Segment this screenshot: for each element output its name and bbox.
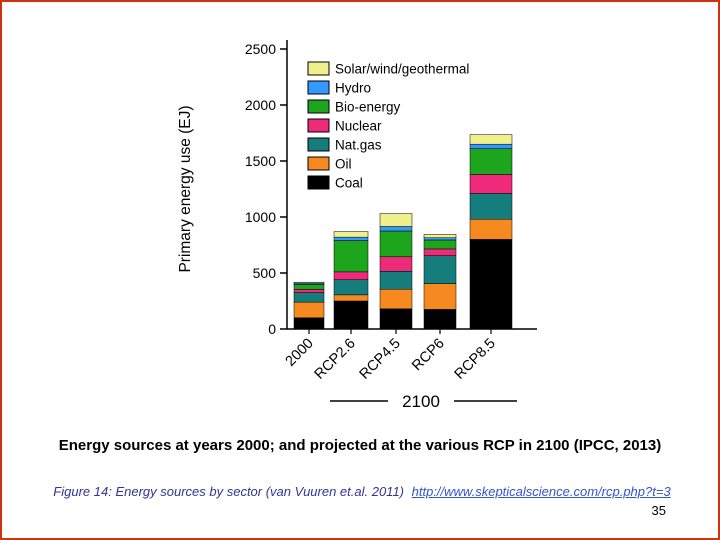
bar-segment xyxy=(333,240,369,273)
y-tick-label: 2000 xyxy=(245,97,276,113)
y-tick-label: 2500 xyxy=(245,41,276,57)
bar-segment xyxy=(469,134,513,145)
bar-segment xyxy=(333,294,369,302)
bar-segment xyxy=(293,292,325,303)
legend-label: Nat.gas xyxy=(335,138,382,153)
y-axis-label: Primary energy use (EJ) xyxy=(177,105,194,272)
bar-segment xyxy=(333,271,369,280)
figure-link[interactable]: http://www.skepticalscience.com/rcp.php?… xyxy=(411,484,671,499)
figure-caption-line: Figure 14: Energy sources by sector (van… xyxy=(16,484,708,499)
legend-swatch xyxy=(307,99,330,114)
bar-segment xyxy=(293,317,325,330)
bar-segment xyxy=(333,300,369,330)
bar-segment xyxy=(379,256,413,272)
legend-label: Coal xyxy=(335,176,363,191)
legend-swatch xyxy=(307,175,330,190)
bar-segment xyxy=(379,288,413,310)
bar-segment xyxy=(333,236,369,241)
bar-segment xyxy=(333,279,369,296)
y-tick-label: 1000 xyxy=(245,209,276,225)
energy-chart: 0 500 1000 1500 2000 2500 2000 RCP2.6 RCP4.5 RCP6… xyxy=(172,24,542,424)
bar-segment xyxy=(379,271,413,290)
bar-segment xyxy=(333,231,369,238)
legend-label: Hydro xyxy=(335,81,371,96)
x-tick-label: RCP6 xyxy=(409,336,448,375)
bar-segment xyxy=(293,284,325,290)
page-number: 35 xyxy=(651,503,666,518)
bar-segment xyxy=(423,234,457,238)
bar-segment xyxy=(423,237,457,241)
bar-segment xyxy=(293,301,325,319)
bar-segment xyxy=(469,148,513,175)
legend-swatch xyxy=(307,61,330,76)
legend-label: Solar/wind/geothermal xyxy=(335,62,469,77)
bar-segment xyxy=(379,230,413,258)
legend-label: Bio-energy xyxy=(335,100,401,115)
legend-swatch xyxy=(307,137,330,152)
bar-segment xyxy=(469,218,513,240)
bar-segment xyxy=(293,289,325,293)
bar-segment xyxy=(423,283,457,310)
group-label: 2100 xyxy=(402,392,440,411)
x-tick-label: RCP4.5 xyxy=(357,336,404,383)
bar-segment xyxy=(379,213,413,227)
bar-segment xyxy=(469,174,513,194)
slide-caption: Energy sources at years 2000; and projec… xyxy=(58,437,662,454)
y-tick-label: 500 xyxy=(253,265,277,281)
x-tick-label: RCP2.6 xyxy=(312,336,359,383)
bar-segment xyxy=(379,226,413,232)
legend-swatch xyxy=(307,80,330,95)
legend-label: Nuclear xyxy=(335,119,382,134)
bar-segment xyxy=(293,281,325,284)
legend-label: Oil xyxy=(335,157,352,172)
bar-segment xyxy=(469,193,513,220)
bar-segment xyxy=(469,143,513,149)
bar-segment xyxy=(423,255,457,284)
y-tick-label: 1500 xyxy=(245,153,276,169)
bar-segment xyxy=(423,309,457,330)
bar-segment xyxy=(423,239,457,250)
figure-caption: Figure 14: Energy sources by sector (van… xyxy=(53,484,405,499)
bar-segment xyxy=(423,248,457,256)
bar-segment xyxy=(379,308,413,330)
x-tick-label: RCP8.5 xyxy=(452,336,499,383)
legend-swatch xyxy=(307,118,330,133)
bar-segment xyxy=(469,239,513,330)
legend-swatch xyxy=(307,156,330,171)
y-tick-label: 0 xyxy=(268,321,276,337)
x-tick-label: 2000 xyxy=(283,336,317,370)
